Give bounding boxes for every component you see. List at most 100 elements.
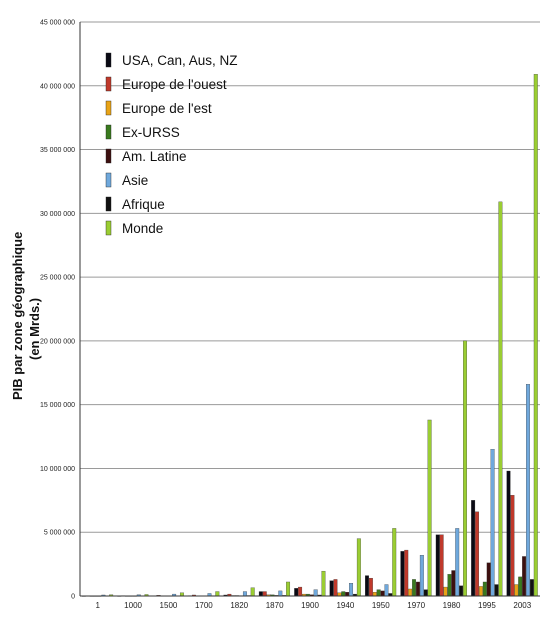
x-tick-label: 1995	[478, 601, 496, 610]
bar	[506, 470, 511, 597]
x-tick-label: 1980	[443, 601, 461, 610]
legend-label: Afrique	[122, 197, 165, 212]
x-tick-label: 2003	[513, 601, 531, 610]
legend-label: Europe de l'ouest	[122, 77, 227, 92]
bars-layer	[81, 74, 538, 597]
bar	[258, 591, 263, 597]
bar	[447, 574, 452, 597]
bar	[526, 384, 530, 597]
bar	[404, 549, 409, 597]
x-tick-label: 1970	[407, 601, 425, 610]
bar	[384, 584, 389, 597]
bar	[427, 419, 432, 597]
bar	[412, 579, 416, 597]
bar	[365, 575, 369, 597]
x-tick-label: 1870	[266, 601, 284, 610]
legend-label: Am. Latine	[122, 149, 187, 164]
bar	[423, 589, 428, 597]
x-tick-label: 1500	[160, 601, 178, 610]
bar	[368, 577, 373, 597]
y-tick-label: 35 000 000	[40, 147, 75, 154]
bar	[498, 201, 503, 597]
bar	[298, 586, 303, 597]
axes-layer	[79, 22, 540, 597]
bar	[494, 584, 499, 597]
y-tick-label: 25 000 000	[40, 275, 75, 282]
y-tick-label: 5 000 000	[44, 530, 75, 537]
bar	[294, 588, 299, 597]
legend-swatch	[105, 220, 112, 236]
legend-swatch	[105, 124, 112, 140]
bar	[345, 592, 350, 597]
bar	[451, 570, 456, 597]
bar	[529, 579, 534, 597]
bar	[356, 538, 361, 597]
legend-swatch	[105, 172, 112, 188]
bar	[376, 589, 381, 597]
x-tick-label: 1	[95, 601, 100, 610]
bar	[443, 586, 448, 597]
bar	[313, 589, 318, 597]
legend-swatch	[105, 148, 112, 164]
x-tick-label: 1950	[372, 601, 390, 610]
bar	[408, 588, 413, 597]
legend-layer: USA, Can, Aus, NZ Europe de l'ouest Europe…	[105, 52, 238, 236]
bar	[349, 583, 354, 597]
x-tick-label: 1940	[336, 601, 354, 610]
bar	[400, 551, 405, 597]
bar	[286, 581, 291, 597]
x-tick-label: 1000	[124, 601, 142, 610]
x-tick-label: 1900	[301, 601, 319, 610]
y-tick-label: 10 000 000	[40, 466, 75, 473]
legend-swatch	[105, 100, 112, 116]
bar	[490, 449, 495, 597]
y-tick-label: 45 000 000	[40, 20, 75, 27]
legend-label: Asie	[122, 173, 148, 188]
legend-swatch	[105, 196, 112, 212]
bar	[380, 590, 385, 597]
bar	[341, 591, 346, 597]
y-tick-label: 15 000 000	[40, 402, 75, 409]
legend-swatch	[105, 76, 112, 92]
legend-label: Europe de l'est	[122, 101, 212, 116]
bar	[415, 581, 420, 597]
bar	[333, 579, 338, 597]
bar	[463, 340, 467, 597]
bar	[510, 495, 515, 597]
bar	[435, 534, 440, 597]
bar	[475, 511, 479, 597]
ticks-layer: 0 5 000 000 10 000 000 15 000 000 20 000 000…	[40, 20, 532, 611]
x-tick-label: 1700	[195, 601, 213, 610]
bar	[439, 534, 444, 597]
bar	[533, 74, 538, 597]
bar	[262, 591, 267, 597]
bar	[514, 584, 519, 597]
y-tick-label: 0	[71, 594, 75, 601]
x-tick-label: 1820	[230, 601, 248, 610]
legend-swatch	[105, 52, 112, 68]
bar	[455, 528, 460, 597]
bar	[482, 581, 487, 597]
bar	[522, 556, 527, 597]
bar	[459, 585, 464, 597]
bar	[486, 562, 491, 597]
bar	[215, 591, 220, 597]
bar	[392, 528, 397, 597]
bar	[329, 580, 334, 597]
bar	[518, 576, 523, 597]
bar	[278, 590, 283, 597]
bar	[372, 592, 377, 597]
bar	[478, 586, 483, 597]
y-tick-label: 20 000 000	[40, 338, 75, 345]
bar	[471, 500, 476, 597]
legend-label: Ex-URSS	[122, 125, 180, 140]
bar	[321, 570, 326, 597]
legend-label: Monde	[122, 221, 163, 236]
grid-layer	[80, 21, 540, 533]
bar	[242, 591, 247, 597]
bar	[250, 587, 255, 597]
y-tick-label: 30 000 000	[40, 211, 75, 218]
y-tick-label: 40 000 000	[40, 83, 75, 90]
